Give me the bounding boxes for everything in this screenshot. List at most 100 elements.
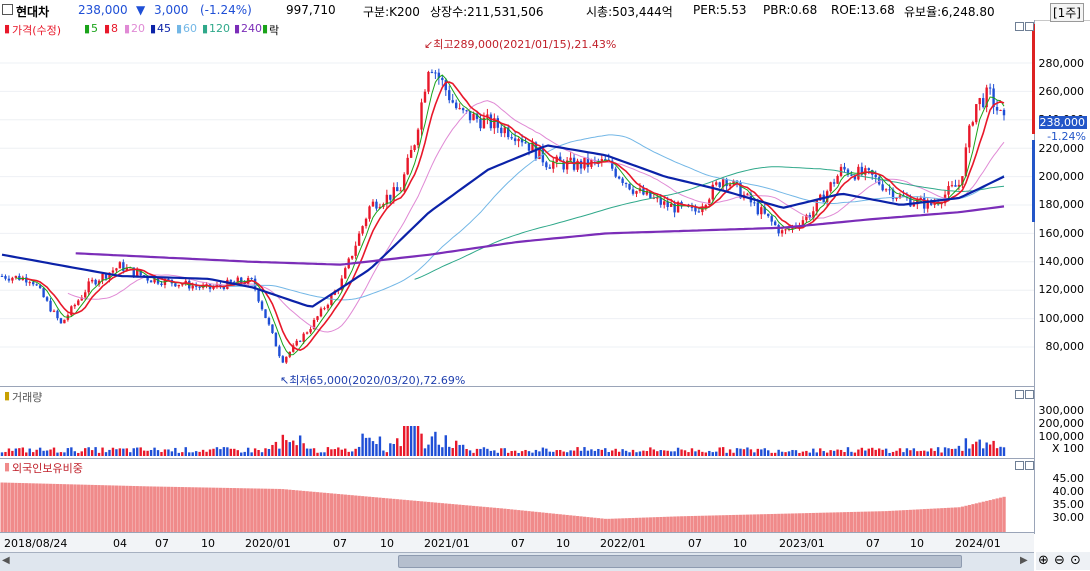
volume-bar [302,443,305,456]
panel-minimize-button[interactable] [1015,390,1024,399]
volume-bar [14,448,18,456]
zoom-out-icon[interactable]: ⊖ [1054,553,1065,568]
volume-bar [219,449,222,456]
candle-body [233,281,236,283]
candle-body [933,202,936,205]
volume-title[interactable]: 거래량 [12,391,43,404]
volume-bar [142,450,146,456]
candle-body [267,317,271,325]
foreign-bar [194,487,198,532]
legend-ma45[interactable]: 45 [157,22,171,35]
candle-body [371,201,375,207]
scroll-left-icon[interactable]: ◀ [2,555,10,566]
legend-ma60[interactable]: 60 [183,22,197,35]
zoom-in-icon[interactable]: ⊕ [1038,553,1049,568]
foreign-bar [895,510,899,532]
panel-minimize-button[interactable] [1015,22,1024,31]
foreign-bar [225,487,230,532]
candle-body [545,162,548,168]
market-type: 구분:K200 [363,5,420,19]
foreign-bar [804,513,809,532]
volume-bar [777,449,780,456]
candle-body [569,157,572,161]
candle-body [690,206,694,208]
candle-body [531,142,534,151]
volume-bar [555,450,558,456]
volume-bar [243,451,246,456]
zoom-reset-icon[interactable]: ⊙ [1070,553,1081,568]
candle-body [895,198,898,200]
volume-bar [572,450,576,456]
foreign-bar [191,487,195,532]
candle-body [330,294,333,305]
volume-bar [63,452,66,456]
volume-bar [326,447,330,456]
volume-bar [753,452,756,456]
stock-select-box[interactable] [2,4,13,15]
candle-body [129,267,132,269]
candle-body [274,332,278,347]
pbr-value: PBR:0.68 [763,3,818,17]
foreign-bar [673,516,677,532]
volume-bar [812,448,815,456]
ma20-line [67,100,1005,333]
scrollbar-thumb[interactable] [398,555,962,568]
volume-bar [756,448,760,456]
current-price-tag: 238,000 [1039,116,1087,129]
candle-body [843,166,846,170]
scroll-right-icon[interactable]: ▶ [1020,555,1028,566]
foreign-bar [284,489,289,532]
volume-unit: X 100 [1051,442,1084,455]
candle-body [454,102,458,109]
foreign-bar [593,517,597,532]
stock-name[interactable]: 현대차 [16,5,50,19]
volume-bar [742,449,746,456]
candle-body [59,318,63,324]
y-axis-divider [1034,20,1035,534]
panel-minimize-button[interactable] [1015,461,1024,470]
legend-ma20[interactable]: 20 [131,22,145,35]
current-pct-tag: -1.24% [1047,130,1086,143]
foreign-bar [707,515,711,532]
legend-price[interactable]: 가격(수정) [12,24,62,37]
volume-bar [420,433,423,456]
panel-close-button[interactable] [1025,390,1034,399]
foreign-bar [579,516,583,532]
foreign-bar [797,513,802,532]
candle-body [14,275,18,278]
candle-body [888,189,891,191]
volume-bar [25,452,28,456]
foreign-bar [662,516,666,532]
period-selector[interactable]: [1주] [1049,3,1084,22]
volume-bar [389,443,392,456]
foreign-bar [246,488,250,532]
volume-bar [631,449,635,456]
volume-bar [371,441,375,456]
legend-ma240[interactable]: 240 [241,22,262,35]
stock-chart[interactable] [0,20,1090,534]
candle-body [281,356,285,363]
foreign-bar [31,483,35,532]
legend-rak[interactable]: 락 [269,24,280,37]
volume-bar [177,452,181,456]
foreign-bar [645,517,649,532]
foreign-bar [101,485,105,532]
legend-ma120[interactable]: 120 [209,22,230,35]
volume-bar [538,451,541,456]
volume-bar [416,426,420,456]
volume-bar [680,449,683,456]
foreign-bar [745,514,750,532]
panel-close-button[interactable] [1025,461,1034,470]
volume-bar [825,452,829,456]
foreign-title[interactable]: 외국인보유비중 [12,462,83,475]
panel-close-button[interactable] [1025,22,1034,31]
legend-ma8[interactable]: 8 [111,22,118,35]
volume-bar [794,450,798,456]
foreign-bar [198,487,202,532]
volume-bar [881,449,884,456]
candle-body [517,138,520,142]
foreign-bar [10,482,15,532]
legend-ma5[interactable]: 5 [91,22,98,35]
candle-body [115,268,118,271]
candle-body [32,282,35,285]
